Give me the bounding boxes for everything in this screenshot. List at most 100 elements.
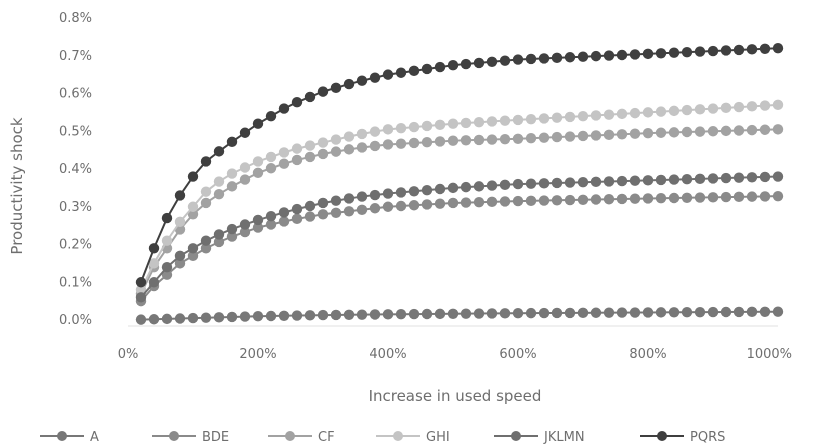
x-tick-label: 400% (369, 347, 406, 362)
data-point (642, 193, 654, 204)
data-point (421, 63, 433, 75)
data-point (252, 222, 264, 233)
legend-item-jklmn: JKLMN (494, 430, 585, 445)
data-point (278, 310, 290, 321)
data-point (512, 133, 524, 144)
series-group (135, 43, 784, 325)
data-point (408, 121, 420, 133)
data-point (148, 277, 160, 288)
data-point (252, 311, 264, 322)
data-point (642, 48, 654, 60)
data-point (746, 44, 758, 55)
data-point (382, 188, 394, 199)
data-point (590, 50, 602, 62)
data-point (239, 174, 251, 185)
data-point (551, 177, 563, 189)
data-point (590, 130, 602, 141)
data-point (733, 172, 745, 183)
data-point (564, 131, 576, 142)
data-point (473, 116, 485, 128)
data-point (707, 45, 719, 57)
data-point (759, 306, 771, 317)
data-point (252, 156, 264, 167)
legend-swatch-marker (57, 431, 67, 441)
data-point (538, 195, 550, 206)
data-point (356, 204, 368, 215)
data-point (473, 57, 485, 69)
series-line (140, 195, 779, 302)
data-point (395, 138, 407, 149)
data-point (278, 207, 290, 218)
data-point (564, 111, 576, 123)
data-point (499, 196, 511, 207)
data-point (759, 171, 771, 183)
data-point (330, 134, 342, 145)
data-point (473, 181, 485, 192)
data-point (590, 176, 602, 188)
data-point (720, 102, 732, 114)
y-tick-label: 0.3% (59, 200, 92, 215)
data-point (733, 191, 745, 203)
data-point (304, 151, 316, 163)
data-point (603, 307, 615, 318)
data-point (486, 116, 498, 127)
data-point (525, 113, 537, 125)
data-point (304, 200, 316, 212)
data-point (265, 151, 277, 163)
data-point (408, 65, 420, 77)
data-point (395, 67, 407, 78)
legend-swatch-marker (657, 431, 667, 441)
data-point (135, 277, 147, 288)
data-point (694, 173, 706, 185)
data-point (577, 51, 589, 62)
data-point (460, 58, 472, 70)
legend-item-bde: BDE (152, 430, 229, 445)
data-point (161, 212, 173, 224)
data-point (356, 142, 368, 153)
data-point (460, 197, 472, 208)
data-point (434, 136, 446, 147)
data-point (317, 309, 329, 321)
data-point (187, 201, 199, 212)
data-point (200, 186, 212, 197)
data-point (759, 191, 771, 202)
y-tick-label: 0.0% (59, 313, 92, 328)
data-point (343, 206, 355, 217)
data-point (421, 308, 433, 320)
data-point (577, 194, 589, 205)
data-point (512, 308, 524, 319)
data-point (382, 139, 394, 150)
data-point (577, 130, 589, 142)
data-point (629, 193, 641, 204)
data-point (343, 193, 355, 204)
data-point (343, 309, 355, 320)
data-point (291, 213, 303, 225)
data-point (707, 173, 719, 184)
data-point (486, 180, 498, 191)
data-point (668, 105, 680, 117)
data-point (642, 127, 654, 139)
data-point (239, 127, 251, 138)
data-point (369, 126, 381, 137)
data-point (759, 100, 771, 111)
data-point (525, 133, 537, 144)
data-point (655, 193, 667, 204)
data-point (330, 82, 342, 94)
data-point (200, 197, 212, 209)
data-point (486, 308, 498, 319)
data-point (668, 192, 680, 204)
data-point (135, 314, 147, 325)
y-tick-label: 0.1% (59, 275, 92, 290)
legend-label: JKLMN (543, 430, 585, 445)
data-point (226, 223, 238, 235)
data-point (239, 219, 251, 230)
data-point (551, 52, 563, 64)
data-point (720, 191, 732, 203)
data-point (356, 309, 368, 320)
data-point (733, 101, 745, 113)
data-point (265, 110, 277, 122)
y-tick-label: 0.7% (59, 49, 92, 64)
data-point (460, 181, 472, 193)
data-point (681, 104, 693, 116)
